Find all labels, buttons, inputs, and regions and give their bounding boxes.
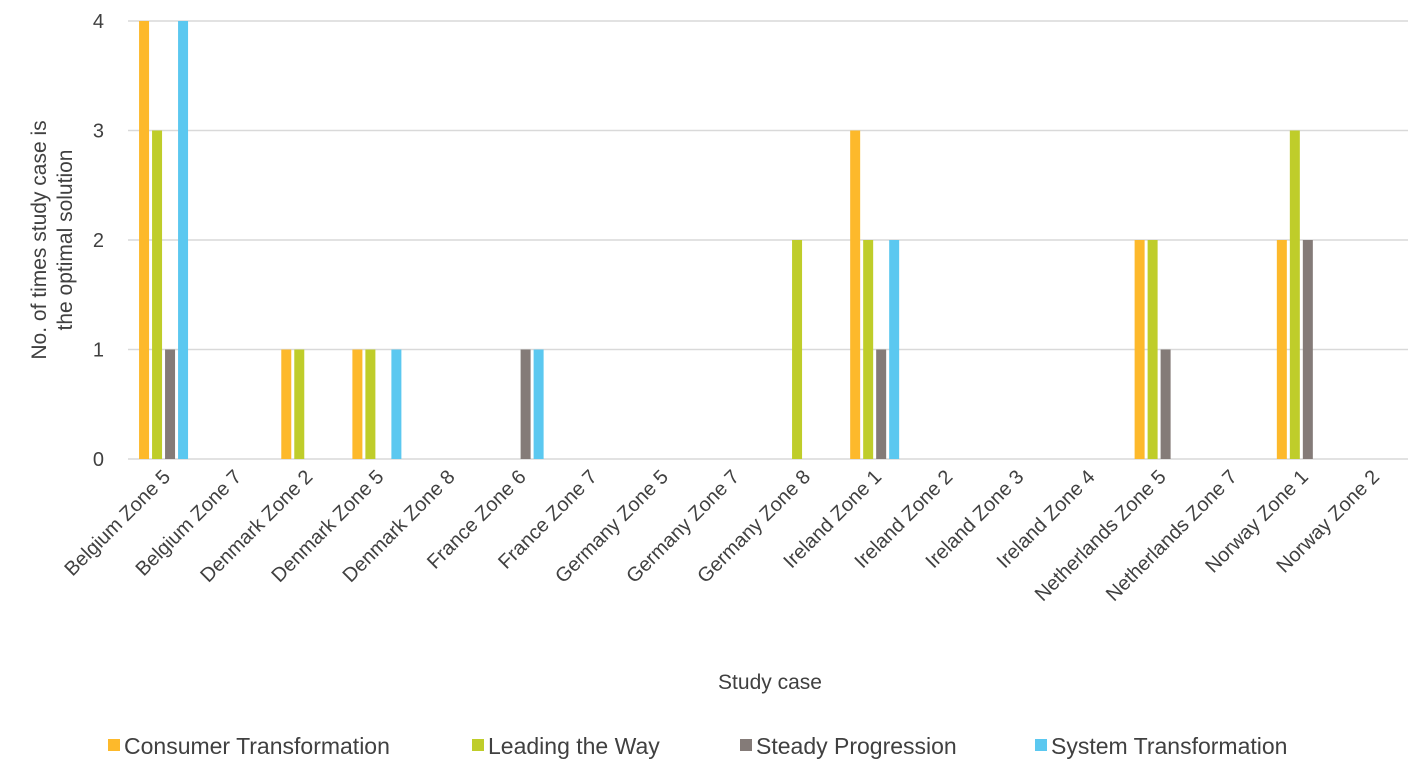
bar-consumer-transformation (139, 21, 150, 459)
bar-leading-the-way (792, 240, 803, 459)
bar-consumer-transformation (1134, 240, 1145, 459)
y-tick-label: 4 (93, 11, 104, 33)
y-tick-label: 1 (93, 340, 104, 362)
bar-leading-the-way (365, 349, 376, 459)
bar-leading-the-way (1289, 130, 1300, 459)
legend-swatch-leading-the-way (472, 739, 484, 751)
y-axis-title-line: the optimal solution (54, 150, 77, 331)
legend-label-steady-progression: Steady Progression (756, 733, 957, 759)
legend-label-consumer-transformation: Consumer Transformation (124, 733, 390, 759)
bar-leading-the-way (1147, 240, 1158, 459)
bar-consumer-transformation (352, 349, 363, 459)
x-tick-label: Netherlands Zone 5 (1031, 466, 1171, 606)
bar-system-transformation (391, 349, 402, 459)
bar-leading-the-way (152, 130, 163, 459)
bar-steady-progression (876, 349, 887, 459)
legend: Consumer Transformation Leading the Way St… (108, 733, 1287, 759)
x-tick-label: Netherlands Zone 7 (1102, 466, 1242, 606)
y-tick-label: 0 (93, 449, 104, 471)
bar-leading-the-way (294, 349, 305, 459)
x-axis-title: Study case (718, 671, 822, 694)
bar-system-transformation (889, 240, 900, 459)
legend-swatch-steady-progression (740, 739, 752, 751)
legend-swatch-system-transformation (1035, 739, 1047, 751)
bar-consumer-transformation (1276, 240, 1287, 459)
bar-steady-progression (1302, 240, 1313, 459)
legend-label-system-transformation: System Transformation (1051, 733, 1287, 759)
bar-consumer-transformation (281, 349, 292, 459)
y-tick-label: 2 (93, 230, 104, 252)
bar-steady-progression (1160, 349, 1171, 459)
bar-system-transformation (533, 349, 544, 459)
y-axis-ticks: 0 1 2 3 4 (93, 11, 104, 471)
legend-label-leading-the-way: Leading the Way (488, 733, 660, 759)
bar-leading-the-way (863, 240, 874, 459)
bar-system-transformation (178, 21, 189, 459)
y-axis-title: No. of times study case is the optimal so… (28, 120, 77, 359)
y-tick-label: 3 (93, 121, 104, 143)
gridlines (128, 20, 1408, 460)
y-axis-title-line: No. of times study case is (28, 120, 51, 359)
bar-consumer-transformation (850, 130, 861, 459)
bars (139, 21, 1313, 459)
legend-swatch-consumer-transformation (108, 739, 120, 751)
bar-steady-progression (520, 349, 531, 459)
bar-steady-progression (165, 349, 176, 459)
